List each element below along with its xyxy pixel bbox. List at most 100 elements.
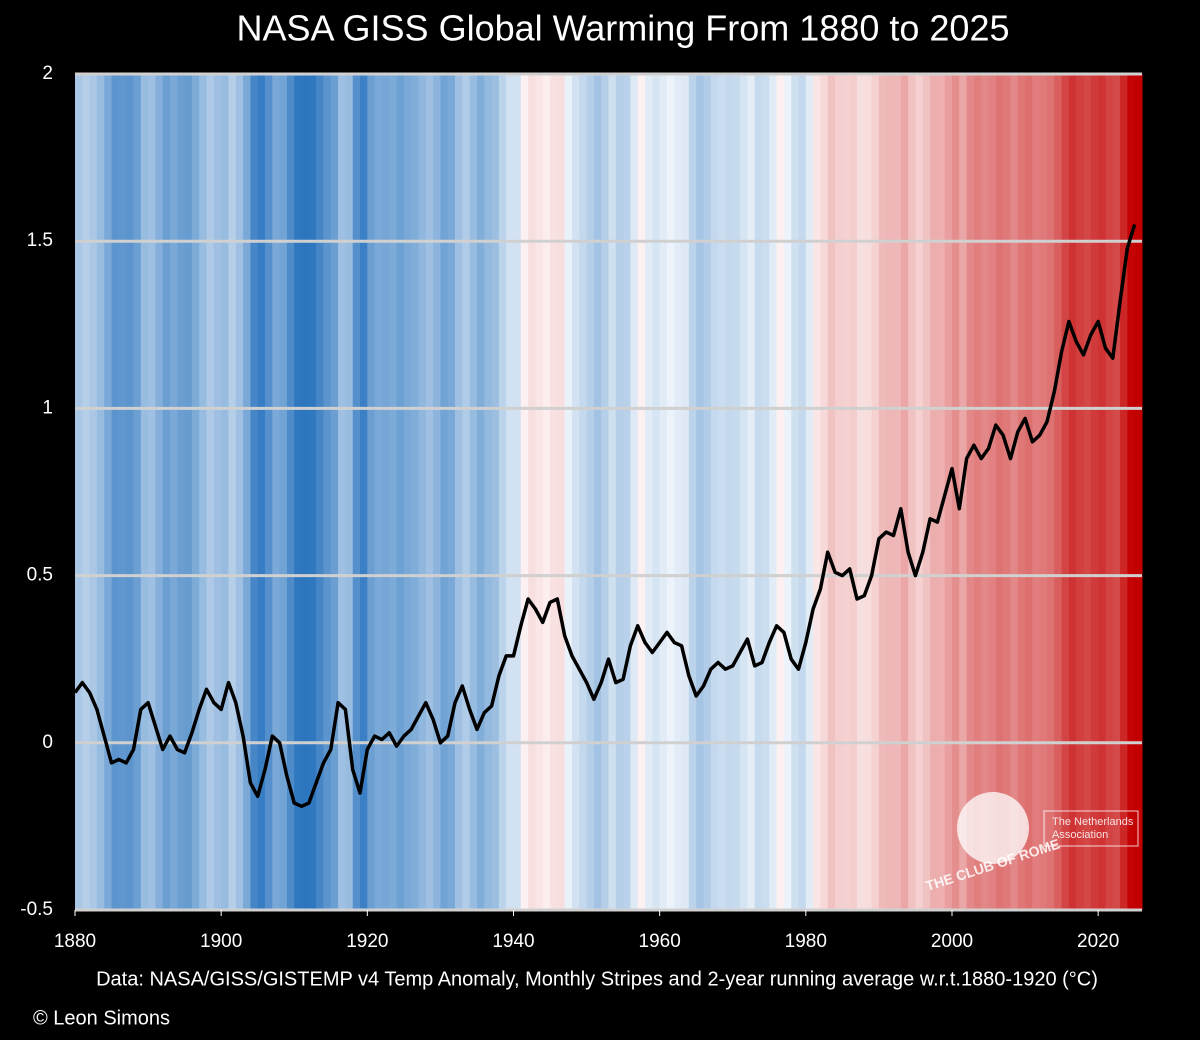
stripe: [659, 74, 668, 910]
stripe: [696, 74, 705, 910]
stripe: [82, 74, 91, 910]
stripe: [981, 74, 990, 910]
stripe: [900, 74, 909, 910]
stripe: [308, 74, 317, 910]
stripe: [944, 74, 953, 910]
stripe: [140, 74, 149, 910]
stripe: [1112, 74, 1121, 910]
stripe: [301, 74, 310, 910]
stripe: [1120, 74, 1128, 910]
stripe: [191, 74, 200, 910]
stripe: [645, 74, 653, 910]
stripe: [1046, 74, 1055, 910]
stripe: [798, 74, 807, 910]
stripe: [89, 74, 98, 910]
stripe: [571, 74, 580, 910]
stripe: [257, 74, 266, 910]
x-tick-label: 1980: [785, 931, 827, 952]
stripe: [425, 74, 434, 910]
y-tick-label: 1.5: [27, 230, 53, 251]
stripe: [557, 74, 566, 910]
x-tick-label: 1900: [200, 931, 242, 952]
y-tick-label: 0: [42, 732, 53, 753]
stripe: [893, 74, 902, 910]
stripe: [703, 74, 712, 910]
stripe: [776, 74, 785, 910]
stripe: [718, 74, 726, 910]
stripe: [1025, 74, 1033, 910]
stripe: [747, 74, 756, 910]
stripe: [447, 74, 456, 910]
stripe: [878, 74, 887, 910]
stripe: [579, 74, 588, 910]
stripe: [476, 74, 485, 910]
stripe: [1061, 74, 1070, 910]
stripe: [813, 74, 821, 910]
y-tick-label: 0.5: [27, 565, 53, 586]
stripe: [886, 74, 895, 910]
x-tick-label: 1880: [54, 931, 96, 952]
stripe: [352, 74, 361, 910]
stripe: [973, 74, 982, 910]
stripe: [148, 74, 156, 910]
stripe: [213, 74, 222, 910]
stripe: [491, 74, 500, 910]
stripe: [75, 74, 83, 910]
stripe: [111, 74, 120, 910]
x-tick-label: 2000: [931, 931, 973, 952]
stripe: [338, 74, 346, 910]
logo-box: [1043, 810, 1139, 847]
stripe: [243, 74, 251, 910]
stripe: [1010, 74, 1019, 910]
stripe: [835, 74, 843, 910]
stripe: [1039, 74, 1048, 910]
plot-area: [73, 72, 1143, 912]
stripe: [155, 74, 164, 910]
stripe: [849, 74, 858, 910]
stripe: [1083, 74, 1092, 910]
stripe: [469, 74, 478, 910]
x-tick-label: 2020: [1077, 931, 1119, 952]
stripe: [725, 74, 734, 910]
stripe: [1098, 74, 1106, 910]
stripe: [177, 74, 186, 910]
stripe: [623, 74, 631, 910]
stripe: [1134, 74, 1143, 910]
stripe: [498, 74, 507, 910]
stripe: [1032, 74, 1041, 910]
y-tick-label: -0.5: [20, 899, 53, 920]
stripe: [360, 74, 368, 910]
stripe: [418, 74, 427, 910]
stripe: [930, 74, 938, 910]
stripe: [389, 74, 398, 910]
stripe: [228, 74, 237, 910]
stripe: [1105, 74, 1114, 910]
stripe: [550, 74, 558, 910]
stripe: [791, 74, 800, 910]
stripe: [513, 74, 522, 910]
stripe: [1003, 74, 1011, 910]
stripe: [126, 74, 134, 910]
stripe: [235, 74, 244, 910]
logo-globe: [957, 792, 1029, 864]
stripe: [381, 74, 390, 910]
stripe: [221, 74, 229, 910]
stripe: [740, 74, 748, 910]
stripe: [783, 74, 792, 910]
stripe: [995, 74, 1004, 910]
stripe: [104, 74, 113, 910]
stripe: [864, 74, 873, 910]
stripe: [272, 74, 281, 910]
stripe: [754, 74, 763, 910]
stripe: [250, 74, 259, 910]
stripe: [535, 74, 544, 910]
stripe: [403, 74, 412, 910]
stripe: [433, 74, 441, 910]
stripe: [520, 74, 529, 910]
stripe: [374, 74, 383, 910]
stripe: [608, 74, 617, 910]
stripe: [96, 74, 105, 910]
stripe: [162, 74, 171, 910]
stripe: [564, 74, 573, 910]
